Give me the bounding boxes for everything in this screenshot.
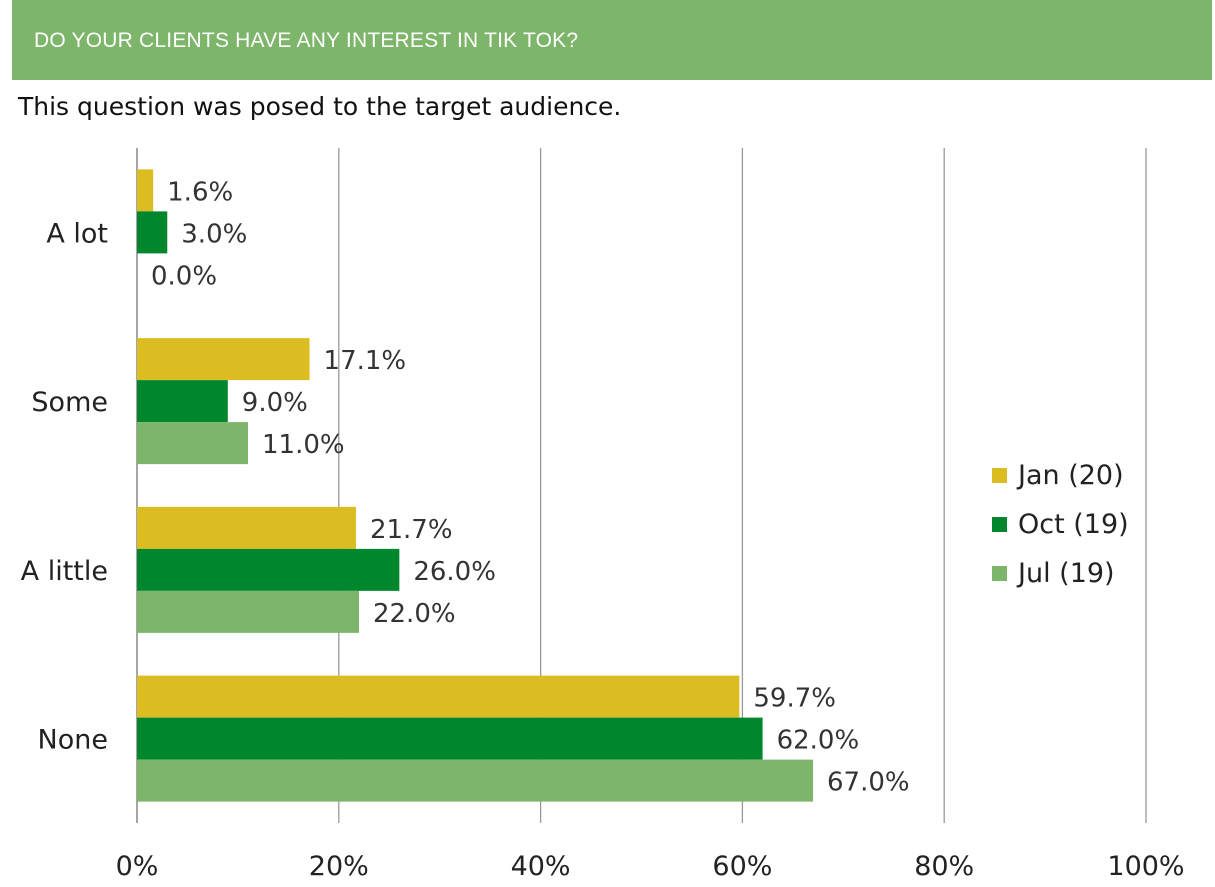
bar-jan-20-none (137, 675, 740, 718)
legend-label-jan-20: Jan (20) (1016, 460, 1124, 491)
x-tick-label: 0% (116, 851, 159, 882)
x-tick-label: 80% (914, 851, 974, 882)
legend-label-jul-19: Jul (19) (1016, 558, 1115, 589)
value-label-jan-20-some: 17.1% (324, 346, 407, 376)
category-label-none: None (38, 725, 108, 756)
x-tick-label: 40% (511, 851, 571, 882)
bar-jan-20-a-little (137, 506, 356, 549)
bar-jan-20-some (137, 338, 310, 381)
legend-label-oct-19: Oct (19) (1018, 509, 1129, 540)
category-label-a-lot: A lot (46, 218, 108, 249)
x-tick-label: 100% (1107, 851, 1184, 882)
category-label-a-little: A little (21, 556, 108, 587)
value-label-jul-19-none: 67.0% (827, 768, 910, 798)
bar-jul-19-a-little (137, 590, 359, 633)
x-tick-label: 20% (309, 851, 369, 882)
legend-swatch-oct-19 (992, 517, 1007, 532)
bar-jul-19-some (137, 422, 248, 465)
legend: Jan (20) Oct (19) Jul (19) (992, 460, 1129, 589)
value-label-jan-20-none: 59.7% (753, 684, 836, 714)
bar-jan-20-a-lot (137, 169, 154, 212)
category-labels: A lot Some A little None (21, 218, 108, 755)
tick-labels: 0% 20% 40% 60% 80% 100% (116, 851, 1185, 882)
bar-oct-19-none (137, 717, 763, 760)
bar-oct-19-a-lot (137, 211, 168, 254)
value-label-oct-19-none: 62.0% (777, 726, 860, 756)
legend-swatch-jul-19 (992, 566, 1007, 581)
chart-title: DO YOUR CLIENTS HAVE ANY INTEREST IN TIK… (34, 29, 579, 52)
legend-swatch-jan-20 (992, 468, 1007, 483)
x-tick-label: 60% (712, 851, 772, 882)
bar-jul-19-none (137, 759, 814, 802)
value-labels: 1.6% 3.0% 0.0% 17.1% 9.0% 11.0% 21.7% 26.0% 22.0… (151, 177, 910, 797)
bar-oct-19-some (137, 380, 228, 423)
value-label-jan-20-a-lot: 1.6% (167, 177, 233, 207)
header-bar: DO YOUR CLIENTS HAVE ANY INTEREST IN TIK… (12, 0, 1212, 80)
bar-oct-19-a-little (137, 548, 400, 591)
value-label-jul-19-a-little: 22.0% (373, 599, 456, 629)
value-label-jul-19-a-lot: 0.0% (151, 261, 217, 291)
value-label-jul-19-some: 11.0% (262, 430, 345, 460)
bars (137, 169, 814, 802)
value-label-oct-19-some: 9.0% (242, 388, 308, 418)
value-label-jan-20-a-little: 21.7% (370, 515, 453, 545)
chart-subtitle: This question was posed to the target au… (18, 92, 622, 121)
value-label-oct-19-a-lot: 3.0% (181, 219, 247, 249)
category-label-some: Some (31, 387, 108, 418)
value-label-oct-19-a-little: 26.0% (413, 557, 496, 587)
